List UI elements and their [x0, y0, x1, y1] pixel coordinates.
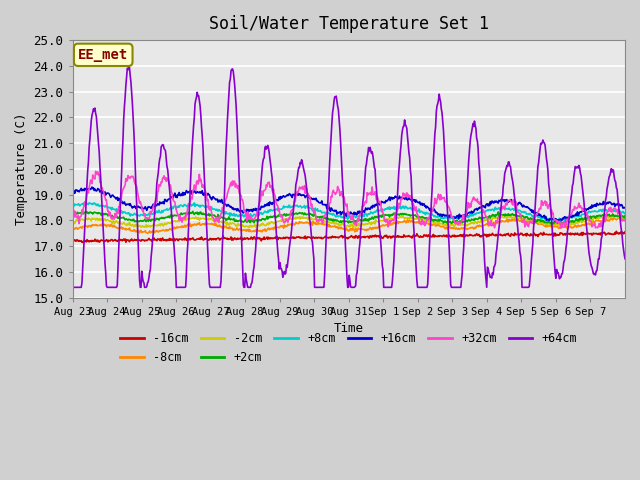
+8cm: [554, 218, 562, 224]
+32cm: [92, 168, 99, 174]
+2cm: [548, 221, 556, 227]
-2cm: [235, 223, 243, 228]
-2cm: [262, 222, 270, 228]
Line: +64cm: +64cm: [72, 66, 625, 288]
+16cm: [406, 197, 414, 203]
+32cm: [438, 196, 445, 202]
-16cm: [406, 234, 414, 240]
+2cm: [236, 217, 243, 223]
+2cm: [189, 208, 196, 214]
+32cm: [236, 191, 243, 197]
+64cm: [68, 285, 76, 290]
-16cm: [263, 234, 271, 240]
+64cm: [438, 106, 445, 112]
+2cm: [621, 213, 629, 218]
-2cm: [284, 217, 291, 223]
Text: EE_met: EE_met: [78, 48, 129, 62]
-8cm: [68, 227, 76, 233]
Line: +16cm: +16cm: [72, 187, 625, 221]
+8cm: [68, 203, 76, 209]
+8cm: [284, 205, 292, 211]
+16cm: [68, 191, 76, 196]
+16cm: [88, 184, 96, 190]
-8cm: [134, 229, 141, 235]
+16cm: [263, 201, 271, 207]
Line: +32cm: +32cm: [72, 171, 625, 228]
Y-axis label: Temperature (C): Temperature (C): [15, 113, 28, 225]
+32cm: [263, 184, 271, 190]
+8cm: [406, 204, 414, 210]
-16cm: [78, 240, 86, 245]
+64cm: [284, 258, 292, 264]
-2cm: [134, 224, 141, 229]
+16cm: [438, 212, 445, 217]
Line: -16cm: -16cm: [72, 231, 625, 242]
+2cm: [406, 213, 414, 219]
+16cm: [284, 193, 292, 199]
+64cm: [263, 144, 271, 150]
-2cm: [68, 218, 76, 224]
-8cm: [236, 226, 243, 232]
-16cm: [134, 237, 142, 242]
X-axis label: Time: Time: [334, 322, 364, 335]
-16cm: [284, 235, 292, 240]
+8cm: [85, 200, 93, 206]
+16cm: [621, 204, 629, 210]
+16cm: [236, 209, 243, 215]
-2cm: [438, 221, 445, 227]
+32cm: [134, 192, 142, 198]
+2cm: [284, 212, 292, 218]
-8cm: [621, 218, 629, 224]
+64cm: [406, 168, 414, 173]
Line: -2cm: -2cm: [72, 216, 625, 228]
-2cm: [349, 225, 357, 230]
+8cm: [438, 215, 445, 220]
+2cm: [134, 218, 141, 224]
-2cm: [612, 213, 620, 218]
-16cm: [618, 228, 625, 234]
-8cm: [614, 215, 622, 221]
+32cm: [284, 219, 292, 225]
-8cm: [406, 219, 414, 225]
-2cm: [406, 215, 414, 220]
Line: -8cm: -8cm: [72, 218, 625, 233]
+64cm: [134, 240, 142, 246]
-8cm: [284, 221, 292, 227]
Legend: -16cm, -8cm, -2cm, +2cm, +8cm, +16cm, +32cm, +64cm: -16cm, -8cm, -2cm, +2cm, +8cm, +16cm, +3…: [116, 328, 582, 369]
+2cm: [438, 218, 445, 224]
-8cm: [263, 227, 271, 232]
+32cm: [621, 218, 629, 224]
-8cm: [143, 230, 151, 236]
+8cm: [621, 210, 629, 216]
+64cm: [621, 256, 629, 262]
+8cm: [134, 212, 142, 218]
-16cm: [438, 233, 445, 239]
-2cm: [621, 215, 629, 220]
+2cm: [68, 210, 76, 216]
+8cm: [263, 210, 271, 216]
+16cm: [551, 218, 559, 224]
-16cm: [236, 236, 243, 241]
-16cm: [68, 238, 76, 243]
+8cm: [236, 212, 243, 218]
-8cm: [438, 224, 445, 229]
Line: +2cm: +2cm: [72, 211, 625, 224]
+64cm: [236, 185, 243, 191]
+16cm: [134, 204, 142, 209]
+32cm: [557, 225, 564, 231]
+32cm: [68, 202, 76, 207]
+2cm: [263, 214, 271, 219]
Title: Soil/Water Temperature Set 1: Soil/Water Temperature Set 1: [209, 15, 489, 33]
-16cm: [621, 229, 629, 235]
Line: +8cm: +8cm: [72, 203, 625, 221]
+64cm: [125, 63, 132, 69]
+32cm: [406, 193, 414, 199]
